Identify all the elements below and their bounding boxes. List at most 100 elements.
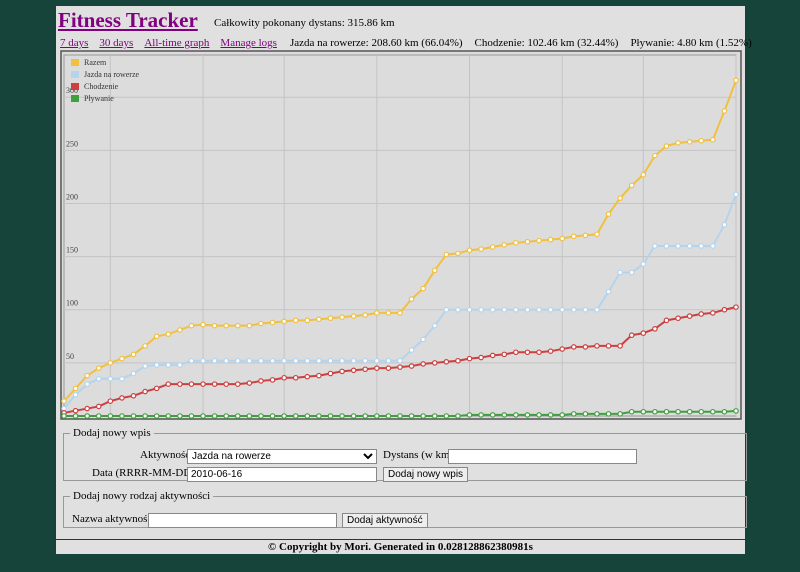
data-point xyxy=(165,362,172,368)
nav-link[interactable]: 30 days xyxy=(99,37,134,49)
data-point xyxy=(281,318,287,325)
data-point xyxy=(408,413,415,419)
activity-select[interactable]: Jazda na rowerze xyxy=(187,449,377,464)
data-point xyxy=(269,413,276,419)
data-point xyxy=(536,237,542,244)
data-point xyxy=(675,243,681,249)
data-point xyxy=(466,355,473,362)
data-point xyxy=(316,413,322,419)
data-point xyxy=(628,269,635,276)
data-point xyxy=(489,306,496,313)
data-point xyxy=(489,244,496,250)
data-point xyxy=(130,351,137,358)
y-tick-label: 200 xyxy=(66,192,78,201)
data-point xyxy=(408,347,415,353)
y-tick-label: 100 xyxy=(66,299,78,308)
nav: 7 days 30 days All-time graph Manage log… xyxy=(60,37,752,49)
data-point xyxy=(177,413,183,419)
data-point xyxy=(281,357,287,364)
y-tick-label: 300 xyxy=(66,86,78,95)
data-point xyxy=(686,243,693,249)
nav-link[interactable]: 7 days xyxy=(60,37,89,49)
data-point xyxy=(733,191,739,198)
nav-link[interactable]: All-time graph xyxy=(144,37,210,49)
data-point xyxy=(617,269,623,276)
data-point xyxy=(397,413,403,419)
data-point xyxy=(211,322,218,329)
data-point xyxy=(95,365,102,371)
data-point xyxy=(466,412,473,418)
data-point xyxy=(188,413,195,419)
data-point xyxy=(223,357,230,364)
data-point xyxy=(675,408,681,415)
data-point xyxy=(327,357,334,364)
data-point xyxy=(95,376,102,382)
x-tick-label: May 8 xyxy=(274,421,295,422)
data-point xyxy=(362,366,369,373)
data-point xyxy=(408,296,415,302)
data-point xyxy=(640,330,647,336)
data-point xyxy=(513,239,519,246)
add-activity-button[interactable]: Dodaj aktywność xyxy=(342,513,428,528)
data-point xyxy=(605,288,612,295)
data-point xyxy=(652,152,658,159)
data-point xyxy=(501,242,508,248)
add-entry-button[interactable]: Dodaj nowy wpis xyxy=(383,467,469,482)
data-point xyxy=(304,357,311,364)
data-point xyxy=(698,243,705,249)
data-point xyxy=(501,412,508,418)
legend-label: Pływanie xyxy=(84,94,114,103)
data-point xyxy=(362,312,369,318)
data-point xyxy=(281,413,287,419)
data-point xyxy=(374,365,380,371)
data-point xyxy=(246,380,253,386)
data-point xyxy=(269,319,276,326)
data-point xyxy=(605,411,612,417)
data-point xyxy=(721,108,728,114)
data-point xyxy=(536,412,542,418)
data-point xyxy=(524,238,531,245)
app-title[interactable]: Fitness Tracker xyxy=(58,8,198,32)
nav-link[interactable]: Manage logs xyxy=(220,37,277,49)
data-point xyxy=(559,346,566,352)
stats: Jazda na rowerze: 208.60 km (66.04%) Cho… xyxy=(290,37,752,49)
panel: Fitness Tracker Całkowity pokonany dysta… xyxy=(55,5,752,554)
data-point xyxy=(350,313,357,319)
data-point xyxy=(258,320,264,327)
data-point xyxy=(559,306,566,313)
data-point xyxy=(443,251,450,258)
data-point xyxy=(374,413,380,419)
data-point xyxy=(165,331,172,337)
data-point xyxy=(431,267,438,274)
data-point xyxy=(61,398,67,404)
date-input[interactable] xyxy=(187,467,377,482)
data-point xyxy=(339,413,345,419)
data-point xyxy=(200,321,206,328)
data-point xyxy=(130,370,137,377)
data-point xyxy=(489,352,496,359)
data-point xyxy=(130,413,137,419)
data-point xyxy=(443,359,450,365)
data-point xyxy=(72,407,79,414)
activity-name-input[interactable] xyxy=(148,513,337,528)
data-point xyxy=(153,333,160,340)
data-point xyxy=(547,412,554,418)
data-point xyxy=(107,413,114,419)
data-point xyxy=(234,322,241,329)
data-point xyxy=(362,357,369,364)
data-point xyxy=(292,413,299,419)
data-point xyxy=(628,182,635,189)
data-point xyxy=(269,377,276,383)
data-point xyxy=(513,306,519,313)
distance-input[interactable] xyxy=(448,449,637,464)
data-point xyxy=(617,411,623,417)
data-point xyxy=(686,139,693,145)
data-point xyxy=(663,143,670,149)
data-point xyxy=(107,360,114,366)
data-point xyxy=(455,357,461,364)
chart: 50 100 150 200 250 300 Apr 23 May 1 May 8 May 16 M… xyxy=(60,50,742,422)
data-point xyxy=(547,236,554,243)
data-point xyxy=(570,233,577,240)
data-point xyxy=(119,413,125,419)
activity-form: Dodaj nowy rodzaj aktywności Nazwa aktyw… xyxy=(63,490,747,528)
